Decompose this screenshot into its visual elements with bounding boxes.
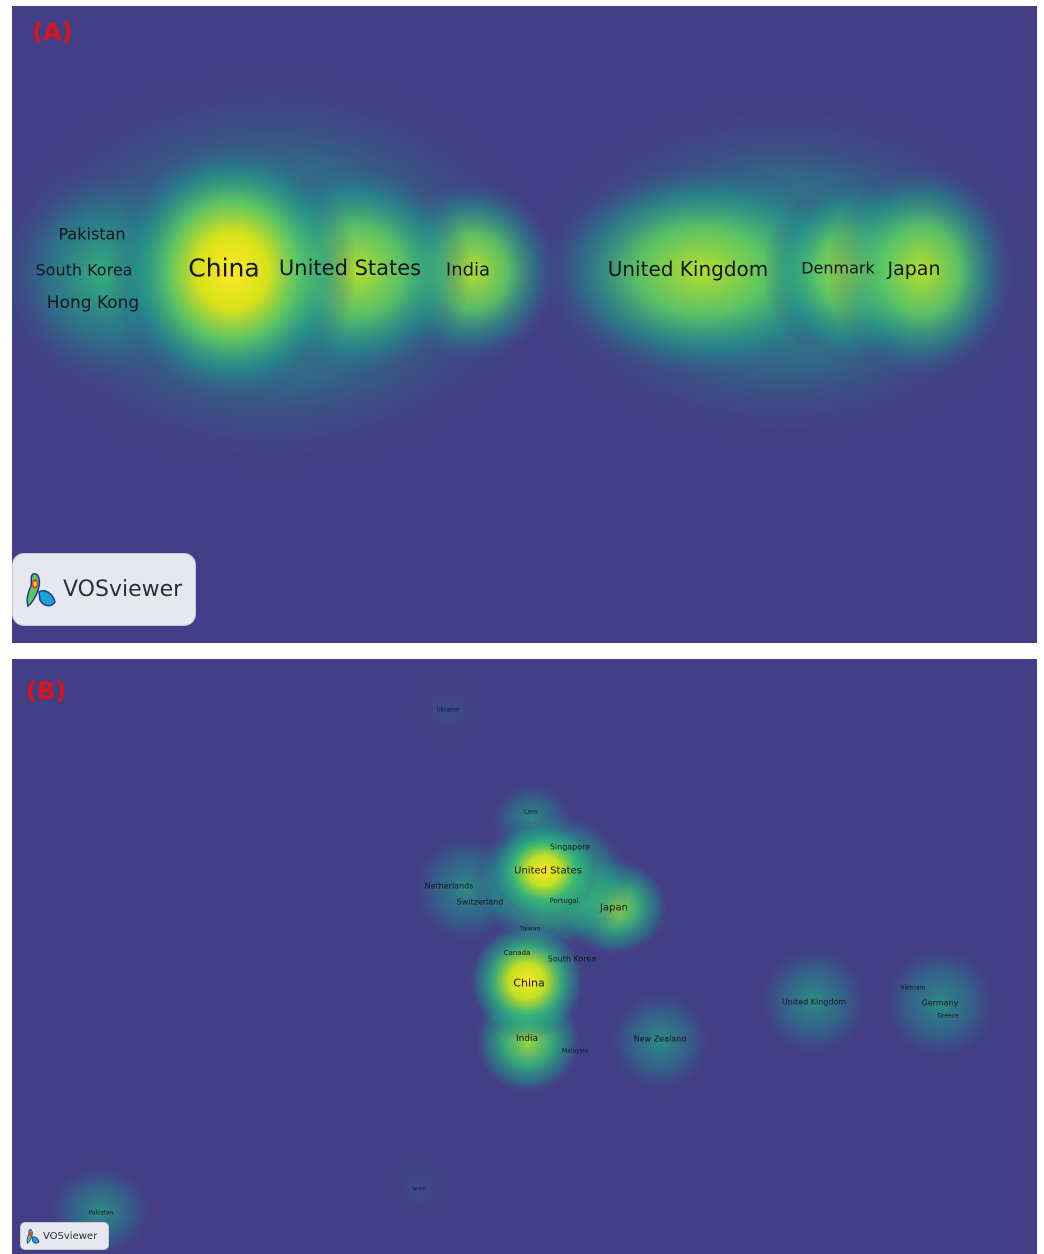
node-label-united-states: United States	[278, 256, 422, 280]
blob-china	[107, 136, 357, 406]
blob-united-kingdom	[754, 941, 874, 1061]
node-label-malaysia: Malaysia	[561, 1047, 589, 1055]
blob-united-states	[489, 821, 599, 921]
blob-ukraine	[400, 667, 496, 755]
node-label-south-korea: South Korea	[547, 954, 597, 964]
vosviewer-logo-text: VOSviewer	[43, 1230, 98, 1242]
blob-new-zealand	[605, 986, 715, 1096]
panel-b-label: (B)	[26, 677, 67, 705]
node-label-united-states: United States	[514, 865, 582, 877]
node-label-india: India	[445, 259, 491, 281]
node-label-india: India	[515, 1034, 539, 1044]
node-label-hong-kong: Hong Kong	[46, 293, 140, 313]
node-label-united-kingdom: United Kingdom	[781, 997, 847, 1007]
vosviewer-logo-a: VOSviewer	[12, 553, 196, 626]
blob-japan	[827, 161, 1017, 381]
vosviewer-logo-b: VOSviewer	[20, 1222, 109, 1250]
node-label-united-kingdom: United Kingdom	[607, 257, 769, 281]
node-label-switzerland: Switzerland	[456, 897, 504, 907]
blob-china	[467, 921, 587, 1041]
vosviewer-icon	[26, 572, 56, 607]
vosviewer-logo-text: VOSviewer	[63, 577, 183, 602]
node-label-pakistan: Pakistan	[88, 1209, 114, 1217]
node-label-denmark: Denmark	[801, 258, 875, 278]
node-label-germany: Germany	[921, 998, 959, 1008]
node-label-china: China	[188, 253, 260, 283]
density-heatmap-b	[45, 667, 1002, 1254]
panel-a-label: (A)	[32, 18, 73, 46]
node-label-spain: Spain	[412, 1186, 426, 1192]
node-label-laos: Laos	[524, 808, 538, 816]
node-label-ukraine: Ukraine	[436, 706, 460, 714]
density-map-panel-a: (A) Pakistan South Korea Hong Kong China…	[12, 6, 1037, 643]
node-label-new-zealand: New Zealand	[633, 1034, 687, 1044]
node-label-china: China	[513, 976, 545, 990]
density-map-panel-b: (B) Ukraine Laos Singapore United States…	[12, 659, 1037, 1254]
node-label-pakistan: Pakistan	[58, 224, 126, 244]
node-label-singapore: Singapore	[549, 842, 591, 852]
node-label-netherlands: Netherlands	[424, 881, 474, 891]
density-heatmap-a	[12, 61, 1037, 481]
vosviewer-icon	[26, 1228, 40, 1244]
node-label-vietnam: Vietnam	[900, 984, 926, 992]
node-label-greece: Greece	[937, 1012, 959, 1020]
blob-germany	[878, 941, 1002, 1065]
blob-spain	[379, 1151, 459, 1227]
node-label-south-korea: South Korea	[35, 260, 133, 280]
node-label-taiwan: Taiwan	[519, 925, 541, 933]
node-label-canada: Canada	[503, 949, 531, 957]
node-label-japan: Japan	[887, 258, 941, 280]
node-label-portugal: Portugal	[549, 897, 579, 905]
node-label-japan: Japan	[600, 902, 628, 914]
